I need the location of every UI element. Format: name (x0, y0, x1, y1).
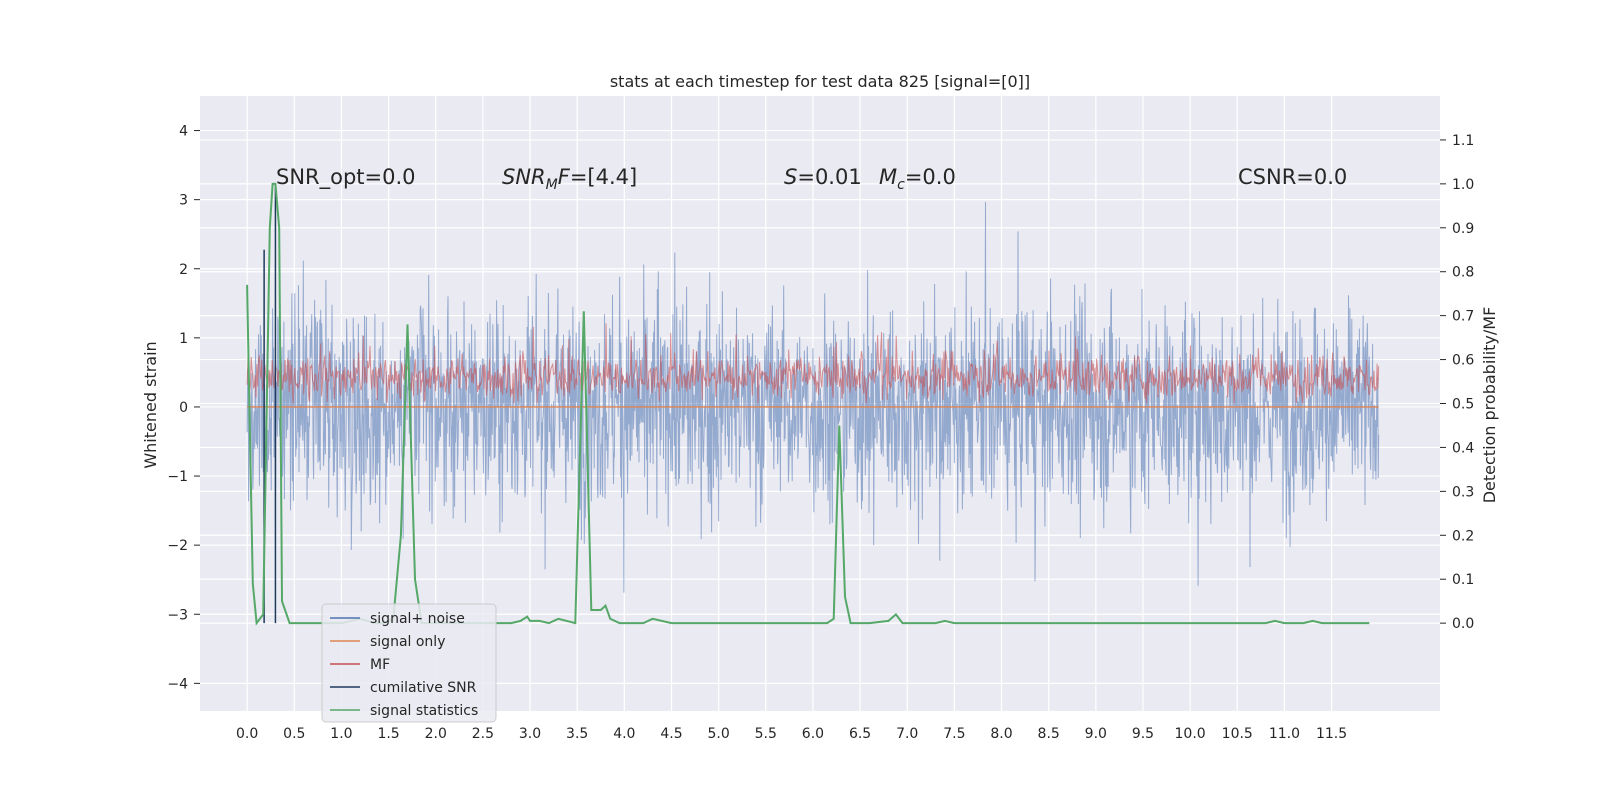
y2-tick-label: 0.1 (1452, 572, 1474, 588)
y2-tick-label: 0.3 (1452, 484, 1474, 500)
x-tick-label: 2.0 (425, 726, 447, 742)
x-tick-label: 10.0 (1175, 726, 1206, 742)
snr-mf-subscript: M (546, 177, 558, 193)
x-tick-label: 9.0 (1085, 726, 1107, 742)
line-series (246, 182, 1379, 626)
annotation-snr-mf: SNRMF=[4.4] (502, 165, 637, 193)
x-tick-label: 3.5 (566, 726, 588, 742)
s-symbol: S (784, 165, 797, 189)
y2-axis-label: Detection probability/MF (1480, 307, 1499, 504)
y-tick-label: −3 (167, 607, 188, 623)
x-tick-label: 7.0 (896, 726, 918, 742)
x-tick-label: 11.0 (1269, 726, 1300, 742)
y2-tick-label: 0.8 (1452, 265, 1474, 281)
signal-noise-line (246, 201, 1380, 593)
x-tick-label: 6.5 (849, 726, 871, 742)
x-tick-label: 3.0 (519, 726, 541, 742)
y-tick-label: 1 (179, 331, 188, 347)
chart-title: stats at each timestep for test data 825… (610, 72, 1030, 91)
y2-tick-label: 0.6 (1452, 353, 1474, 369)
y-tick-label: 2 (179, 262, 188, 278)
x-tick-label: 0.5 (283, 726, 305, 742)
y2-tick-label: 0.9 (1452, 221, 1474, 237)
x-tick-label: 1.5 (377, 726, 399, 742)
x-axis-ticks: 0.0 0.5 1.0 1.5 2.0 2.5 3.0 3.5 4.0 4.5 5.0 5.5 6.0 6… (236, 726, 1347, 742)
snr-mf-symbol: SNR (502, 165, 546, 189)
mf-line (246, 323, 1380, 404)
s-value: =0.01 (797, 165, 861, 189)
x-tick-label: 10.5 (1222, 726, 1253, 742)
x-tick-label: 9.5 (1132, 726, 1154, 742)
annotation-snr-opt: SNR_opt=0.0 (276, 165, 416, 190)
y2-tick-label: 0.0 (1452, 616, 1474, 632)
legend: signal+ noise signal only MF cumilative SNR… (321, 603, 497, 723)
legend-items: signal+ noise signal only MF cumilative SNR… (330, 611, 478, 719)
x-tick-label: 8.0 (990, 726, 1012, 742)
legend-label: MF (370, 657, 390, 673)
mc-symbol: M (879, 165, 897, 189)
x-tick-label: 5.5 (755, 726, 777, 742)
legend-label: signal only (370, 634, 445, 650)
y-tick-label: −4 (167, 676, 188, 692)
legend-label: cumilative SNR (370, 680, 477, 696)
mf-series (246, 323, 1380, 404)
y2-tick-label: 0.5 (1452, 397, 1474, 413)
y2-tick-label: 1.1 (1452, 133, 1474, 149)
y-tick-label: −1 (167, 469, 188, 485)
mc-subscript: c (897, 177, 905, 193)
signal-statistics-line (246, 182, 1370, 626)
x-tick-label: 1.0 (330, 726, 352, 742)
y2-tick-label: 0.2 (1452, 528, 1474, 544)
x-tick-label: 5.0 (707, 726, 729, 742)
x-tick-label: 0.0 (236, 726, 258, 742)
y-tick-label: 3 (179, 193, 188, 209)
y2-tick-label: 0.7 (1452, 309, 1474, 325)
annotation-csnr: CSNR=0.0 (1238, 165, 1347, 189)
snr-mf-value: =[4.4] (570, 165, 637, 189)
legend-box (321, 603, 497, 723)
y-axis-label: Whitened strain (141, 341, 160, 468)
y2-tick-label: 1.0 (1452, 177, 1474, 193)
legend-label: signal+ noise (370, 611, 465, 627)
y-tick-label: −2 (167, 538, 188, 554)
y-tick-label: 4 (179, 124, 188, 140)
x-tick-label: 4.0 (613, 726, 635, 742)
x-tick-label: 8.5 (1038, 726, 1060, 742)
y-tick-label: 0 (179, 400, 188, 416)
annotation-mc: Mc=0.0 (879, 165, 956, 193)
x-tick-label: 7.5 (943, 726, 965, 742)
x-tick-label: 4.5 (660, 726, 682, 742)
y-axis-ticks: 4 3 2 1 0 −1 −2 −3 −4 (167, 124, 200, 692)
y2-tick-label: 0.4 (1452, 440, 1474, 456)
x-tick-label: 11.5 (1316, 726, 1347, 742)
legend-label: signal statistics (370, 703, 478, 719)
x-tick-label: 6.0 (802, 726, 824, 742)
mc-value: =0.0 (905, 165, 956, 189)
snr-mf-symbol-2: F (558, 165, 571, 189)
annotation-s: S=0.01 (784, 165, 862, 189)
signal-noise-series (246, 201, 1380, 593)
x-tick-label: 2.5 (472, 726, 494, 742)
y2-axis-ticks: 1.1 1.0 0.9 0.8 0.7 0.6 0.5 0.4 0.3 0.2 0.1 0.0 (1440, 133, 1474, 632)
